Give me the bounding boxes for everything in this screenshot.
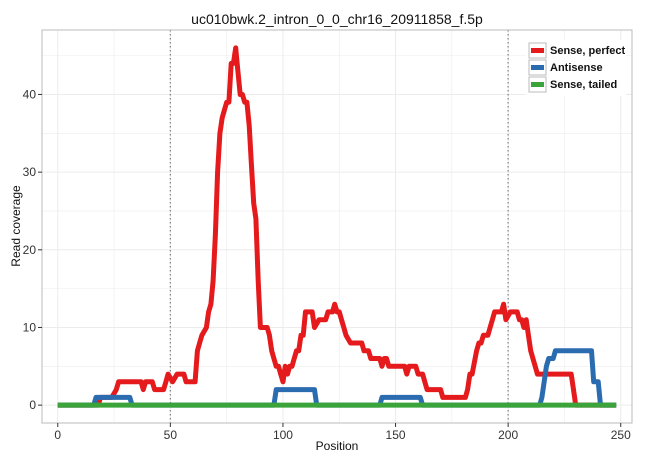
x-tick-label: 50 (164, 428, 178, 442)
x-axis-title: Position (316, 439, 359, 453)
x-tick-label: 200 (498, 428, 518, 442)
x-tick-label: 100 (273, 428, 293, 442)
panel-border (41, 29, 633, 424)
y-axis-title: Read coverage (9, 185, 23, 267)
reference-lines (169, 30, 509, 423)
legend-label: Antisense (550, 62, 603, 74)
x-tick-label: 0 (54, 428, 61, 442)
chart-title: uc010bwk.2_intron_0_0_chr16_20911858_f.5… (191, 11, 483, 27)
series-line-sense-perfect (57, 45, 617, 408)
legend: Sense, perfect Antisense Sense, tailed (526, 40, 626, 96)
y-tick-label: 10 (23, 320, 37, 334)
y-tick-label: 20 (23, 243, 37, 257)
y-tick-label: 30 (23, 165, 37, 179)
x-tick-label: 250 (611, 428, 631, 442)
y-tick-label: 40 (23, 87, 37, 101)
legend-label: Sense, tailed (550, 79, 617, 91)
legend-label: Sense, perfect (550, 45, 626, 57)
y-tick-label: 0 (29, 398, 36, 412)
x-tick-label: 150 (386, 428, 406, 442)
x-axis-ticks: 0 50 100 150 200 250 (54, 423, 631, 442)
series-layer (57, 45, 617, 408)
y-axis-ticks: 0 10 20 30 40 (23, 87, 42, 412)
